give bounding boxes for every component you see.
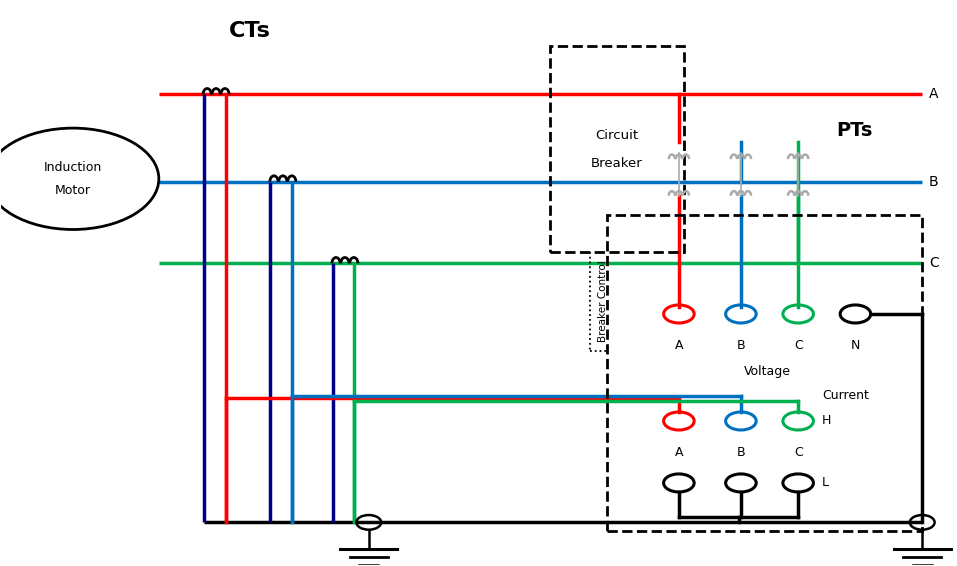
Text: Breaker Control: Breaker Control <box>598 260 608 342</box>
Text: Current: Current <box>822 389 869 402</box>
Text: C: C <box>929 256 939 271</box>
Text: N: N <box>851 340 860 352</box>
Text: C: C <box>793 340 803 352</box>
Text: PTs: PTs <box>836 122 873 140</box>
Text: L: L <box>822 477 829 490</box>
Text: Voltage: Voltage <box>744 365 790 378</box>
Text: A: A <box>929 87 939 101</box>
Text: C: C <box>793 447 803 460</box>
Text: B: B <box>737 447 746 460</box>
Text: Breaker: Breaker <box>591 157 643 170</box>
Bar <box>608 216 923 531</box>
Text: B: B <box>929 175 939 188</box>
Text: Motor: Motor <box>55 183 91 196</box>
Text: B: B <box>737 340 746 352</box>
Text: H: H <box>822 414 832 427</box>
Text: A: A <box>675 340 683 352</box>
Bar <box>550 46 683 252</box>
Text: CTs: CTs <box>229 21 271 41</box>
Text: A: A <box>675 447 683 460</box>
Text: Induction: Induction <box>44 161 102 174</box>
Text: Circuit: Circuit <box>595 128 638 142</box>
